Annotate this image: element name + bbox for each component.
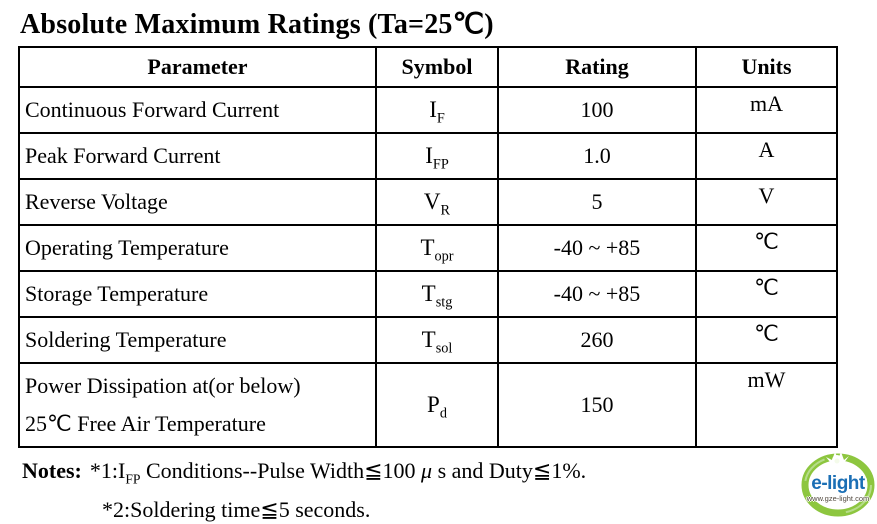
- header-symbol: Symbol: [375, 46, 499, 88]
- symbol-cell: IFP: [375, 132, 499, 180]
- rating-cell: 1.0: [497, 132, 697, 180]
- rating-cell: 150: [497, 362, 697, 448]
- note-1-text-rest: s and Duty≦1%.: [432, 458, 587, 483]
- rating-cell: 5: [497, 178, 697, 226]
- note-1-subscript: FP: [125, 471, 141, 487]
- symbol-cell: Topr: [375, 224, 499, 272]
- note-1-text-prefix: *1:I: [89, 458, 126, 483]
- parameter-cell: Reverse Voltage: [18, 178, 377, 226]
- rating-cell: -40 ~ +85: [497, 224, 697, 272]
- header-units: Units: [695, 46, 838, 88]
- note-1: Notes: *1:IFP Conditions--Pulse Width≦100…: [22, 457, 877, 486]
- units-cell: A: [695, 132, 838, 180]
- parameter-cell: Peak Forward Current: [18, 132, 377, 180]
- units-cell: ℃: [695, 224, 838, 272]
- symbol-cell: Tstg: [375, 270, 499, 318]
- rating-cell: 100: [497, 86, 697, 134]
- note-1-text-mid: Conditions--Pulse Width≦100: [140, 458, 422, 483]
- symbol-cell: IF: [375, 86, 499, 134]
- parameter-cell: Power Dissipation at(or below) 25℃ Free A…: [18, 362, 377, 448]
- e-light-logo: e-light www.gze-light.com: [799, 453, 877, 521]
- sun-icon: [826, 453, 849, 465]
- parameter-cell: Soldering Temperature: [18, 316, 377, 364]
- note-2: *2:Soldering time≦5 seconds.: [102, 496, 371, 522]
- header-parameter: Parameter: [18, 46, 377, 88]
- parameter-cell: Continuous Forward Current: [18, 86, 377, 134]
- table-row: Reverse Voltage VR 5 V: [18, 178, 838, 226]
- parameter-cell: Storage Temperature: [18, 270, 377, 318]
- note-1-mu: μ: [421, 458, 433, 483]
- symbol-cell: Pd: [375, 362, 499, 448]
- page-title: Absolute Maximum Ratings (Ta=25℃): [20, 9, 494, 40]
- units-cell: mA: [695, 86, 838, 134]
- table-header-row: Parameter Symbol Rating Units: [18, 46, 838, 88]
- symbol-cell: Tsol: [375, 316, 499, 364]
- logo-wordmark: e-light: [811, 473, 865, 494]
- symbol-cell: VR: [375, 178, 499, 226]
- table-row: Operating Temperature Topr -40 ~ +85 ℃: [18, 224, 838, 272]
- table-row: Power Dissipation at(or below) 25℃ Free A…: [18, 362, 838, 448]
- table-row: Peak Forward Current IFP 1.0 A: [18, 132, 838, 180]
- logo-url: www.gze-light.com: [806, 494, 870, 503]
- units-cell: mW: [695, 362, 838, 448]
- absolute-maximum-ratings-table: Parameter Symbol Rating Units Continuous…: [18, 46, 838, 448]
- units-cell: ℃: [695, 316, 838, 364]
- table-row: Continuous Forward Current IF 100 mA: [18, 86, 838, 134]
- table-row: Soldering Temperature Tsol 260 ℃: [18, 316, 838, 364]
- header-rating: Rating: [497, 46, 697, 88]
- units-cell: ℃: [695, 270, 838, 318]
- table-body: Continuous Forward Current IF 100 mA Peak Fo…: [18, 86, 838, 448]
- table-row: Storage Temperature Tstg -40 ~ +85 ℃: [18, 270, 838, 318]
- notes-label: Notes:: [22, 458, 82, 483]
- rating-cell: -40 ~ +85: [497, 270, 697, 318]
- logo-ring-icon: [801, 453, 875, 517]
- parameter-cell: Operating Temperature: [18, 224, 377, 272]
- rating-cell: 260: [497, 316, 697, 364]
- units-cell: V: [695, 178, 838, 226]
- notes-section: Notes: *1:IFP Conditions--Pulse Width≦100…: [22, 457, 877, 524]
